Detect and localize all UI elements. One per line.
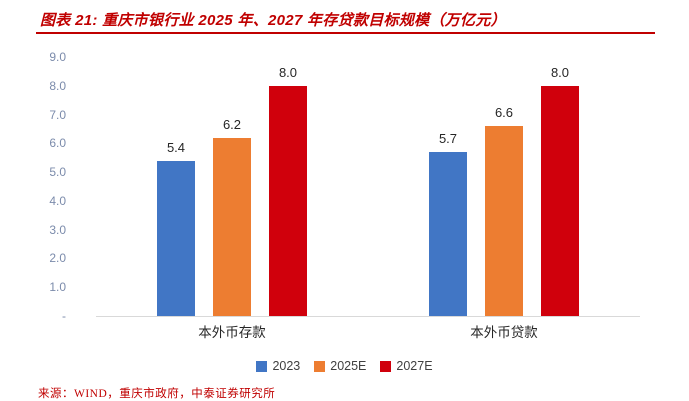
bar-value-label: 8.0 bbox=[278, 64, 298, 80]
y-axis-tick-label: 7.0 bbox=[49, 107, 66, 122]
y-axis-tick-label: 4.0 bbox=[49, 193, 66, 208]
bar-2027E bbox=[541, 85, 579, 316]
bar-value-label: 5.4 bbox=[166, 139, 186, 155]
y-axis-tick-label: 2.0 bbox=[49, 251, 66, 266]
bar-value-label: 8.0 bbox=[550, 64, 570, 80]
x-axis-line bbox=[96, 316, 640, 317]
bar-2023 bbox=[157, 160, 195, 316]
legend-swatch bbox=[256, 360, 268, 372]
legend-item: 2025E bbox=[314, 359, 366, 373]
bar-value-label: 6.6 bbox=[494, 105, 514, 121]
x-category-label: 本外币存款 bbox=[198, 325, 266, 340]
y-axis-tick-label: - bbox=[62, 309, 66, 323]
y-axis-tick-label: 5.0 bbox=[49, 165, 66, 180]
bar-value-label: 5.7 bbox=[438, 130, 458, 146]
legend-swatch bbox=[314, 360, 326, 372]
y-axis-tick-label: 6.0 bbox=[49, 136, 66, 151]
chart-legend: 2023 2025E 2027E bbox=[0, 359, 689, 373]
bar-2025E bbox=[213, 137, 251, 316]
legend-label: 2023 bbox=[272, 359, 301, 373]
y-axis-tick-label: 9.0 bbox=[49, 50, 66, 64]
bar-2023 bbox=[429, 151, 467, 316]
chart-title: 图表 21: 重庆市银行业 2025 年、2027 年存贷款目标规模（万亿元） bbox=[40, 12, 506, 29]
legend-item: 2027E bbox=[380, 359, 433, 373]
y-axis-tick-label: 8.0 bbox=[49, 78, 66, 93]
bar-2025E bbox=[485, 126, 523, 316]
legend-swatch bbox=[380, 360, 392, 372]
x-category-label: 本外币贷款 bbox=[470, 325, 538, 340]
bar-2027E bbox=[269, 85, 307, 316]
source-note: 来源：WIND，重庆市政府，中泰证券研究所 bbox=[38, 388, 276, 400]
bar-value-label: 6.2 bbox=[222, 116, 242, 132]
legend-label: 2027E bbox=[396, 359, 433, 373]
y-axis-tick-label: 3.0 bbox=[49, 222, 66, 237]
legend-label: 2025E bbox=[330, 359, 367, 373]
y-axis-tick-label: 1.0 bbox=[49, 280, 66, 295]
title-underline bbox=[36, 32, 655, 34]
legend-item: 2023 bbox=[256, 359, 300, 373]
